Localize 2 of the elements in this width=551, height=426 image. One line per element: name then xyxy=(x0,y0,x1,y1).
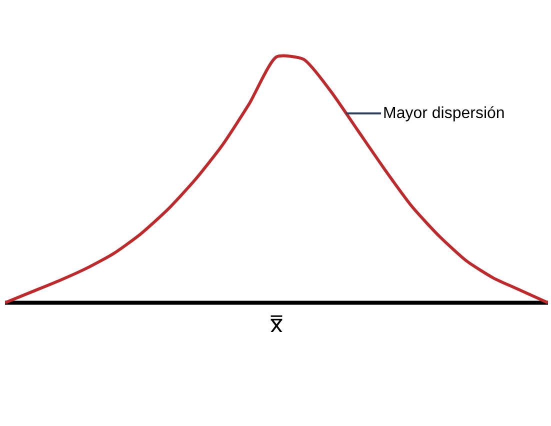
annotation: Mayor dispersión xyxy=(383,105,505,122)
text: x̿ xyxy=(270,313,284,338)
